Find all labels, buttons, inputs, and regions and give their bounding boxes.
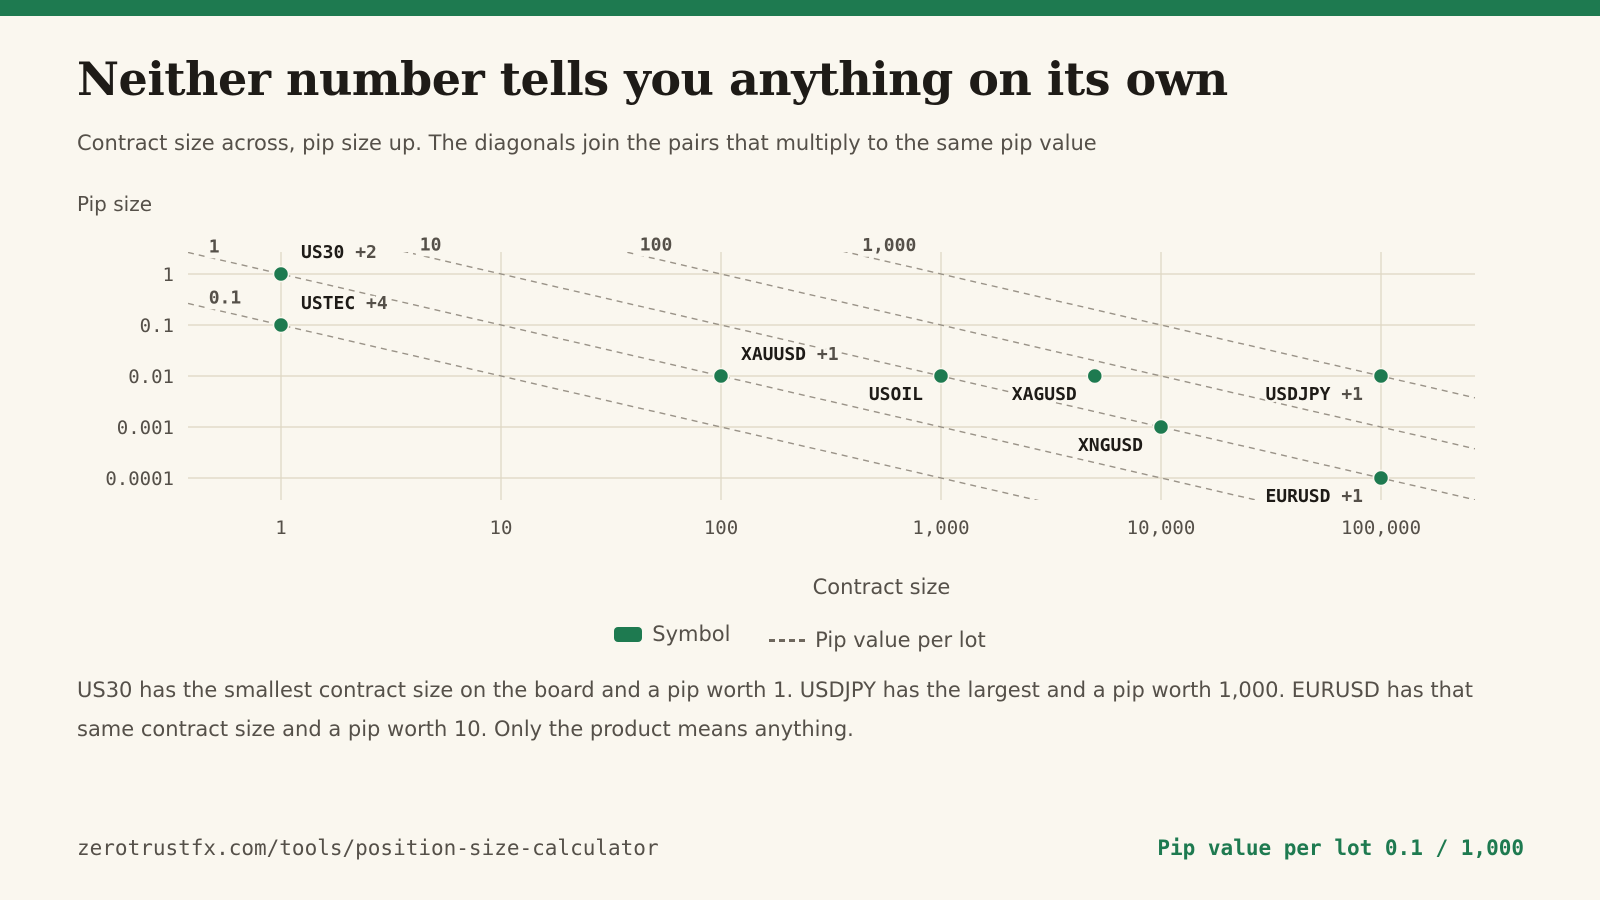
pip-value-label-bg: [858, 234, 927, 257]
pip-value-line: [622, 252, 1475, 450]
chart-note: US30 has the smallest contract size on t…: [77, 678, 1474, 741]
x-tick-label: 100,000: [1341, 517, 1421, 539]
symbol-point-label: US30 +2: [301, 242, 377, 263]
symbol-point: [272, 265, 290, 283]
pip-value-line-label: 100: [640, 234, 673, 255]
x-tick-label: 100: [704, 517, 738, 539]
pip-value-line: [842, 252, 1475, 399]
symbol-point-label: USTEC +4: [301, 293, 388, 314]
symbol-extra-count: +1: [1330, 384, 1363, 405]
symbol-point: [1372, 367, 1390, 385]
symbol-point-label: XAGUSD: [1012, 384, 1077, 405]
x-axis-title: Contract size: [813, 575, 951, 599]
symbol-extra-count: +1: [1330, 486, 1363, 507]
x-tick-label: 10: [490, 517, 513, 539]
y-tick-label: 0.1: [140, 315, 174, 337]
gridlines: [188, 252, 1475, 500]
pip-value-line-label: 1: [209, 236, 220, 257]
pip-value-line: [188, 302, 1040, 500]
y-axis-title: Pip size: [77, 192, 152, 216]
symbol-name: USDJPY: [1265, 384, 1330, 405]
pip-value-chart: 0.11 10 100 1,0001 10 100 1,000 10,000 100,00010…: [77, 192, 1475, 599]
pip-value-lines: [188, 252, 1475, 500]
symbol-name: US30: [301, 242, 344, 263]
pip-value-line: [402, 252, 1475, 500]
symbol-extra-count: +4: [355, 293, 388, 314]
y-tick-labels: 1 0.1 0.01 0.001 0.0001: [105, 264, 174, 490]
y-tick-label: 0.001: [117, 417, 174, 439]
symbol-name: USTEC: [301, 293, 355, 314]
pip-value-line-label: 0.1: [209, 287, 242, 308]
symbol-extra-count: +1: [806, 344, 839, 365]
legend-item-symbol: Symbol: [614, 622, 730, 646]
top-accent-bar: [0, 0, 1600, 16]
pip-value-label-bg: [204, 236, 225, 259]
symbol-name: XAUUSD: [741, 344, 806, 365]
symbol-point: [1152, 418, 1170, 436]
x-tick-label: 1: [275, 517, 286, 539]
y-tick-label: 1: [163, 264, 174, 286]
symbol-points: US30 +2 USTEC +4 XAUUSD +1 USOIL XAGUSD XNGUS…: [272, 240, 1390, 510]
pip-value-line-label: 1,000: [862, 235, 916, 256]
x-tick-label: 10,000: [1127, 517, 1196, 539]
page-title: Neither number tells you anything on its…: [77, 52, 1228, 106]
pip-value-line-label: 10: [420, 234, 442, 255]
symbol-extra-count: +2: [344, 242, 377, 263]
symbol-name: EURUSD: [1265, 486, 1330, 507]
symbol-point: [932, 367, 950, 385]
pip-value-label-bg: [415, 234, 448, 257]
legend-symbol-label: Symbol: [652, 622, 731, 646]
x-tick-label: 1,000: [912, 517, 969, 539]
pip-value-line: [188, 252, 1260, 500]
pip-value-label-bg: [204, 287, 249, 310]
symbol-point-label: XNGUSD: [1078, 435, 1143, 456]
x-tick-labels: 1 10 100 1,000 10,000 100,000: [275, 517, 1421, 539]
symbol-name: XAGUSD: [1012, 384, 1077, 405]
pip-value-line-labels: 0.1 1 10 100 1,000: [204, 234, 927, 310]
footer-pip-value-range: Pip value per lot 0.1 / 1,000: [1157, 836, 1524, 860]
page-subtitle: Contract size across, pip size up. The d…: [77, 131, 1097, 155]
chart-legend: Symbol Pip value per lot: [0, 622, 1600, 652]
symbol-point-label: USDJPY +1: [1265, 384, 1363, 405]
legend-symbol-swatch: [614, 626, 643, 642]
symbol-point: [712, 367, 730, 385]
symbol-point: [1086, 367, 1104, 385]
symbol-point: [272, 316, 290, 334]
symbol-name: XNGUSD: [1078, 435, 1143, 456]
y-tick-label: 0.0001: [105, 468, 174, 490]
y-tick-label: 0.01: [128, 366, 174, 388]
footer-url[interactable]: zerotrustfx.com/tools/position-size-calc…: [77, 836, 659, 860]
symbol-point-label: EURUSD +1: [1265, 486, 1363, 507]
legend-pip-value-label: Pip value per lot: [815, 628, 986, 652]
symbol-point: [1372, 469, 1390, 487]
symbol-point-label: USOIL: [869, 384, 923, 405]
symbol-point-label: XAUUSD +1: [741, 344, 839, 365]
symbol-name: USOIL: [869, 384, 923, 405]
pip-value-label-bg: [635, 234, 680, 257]
legend-dash-swatch: [769, 638, 806, 642]
legend-item-pip-value: Pip value per lot: [769, 628, 986, 652]
